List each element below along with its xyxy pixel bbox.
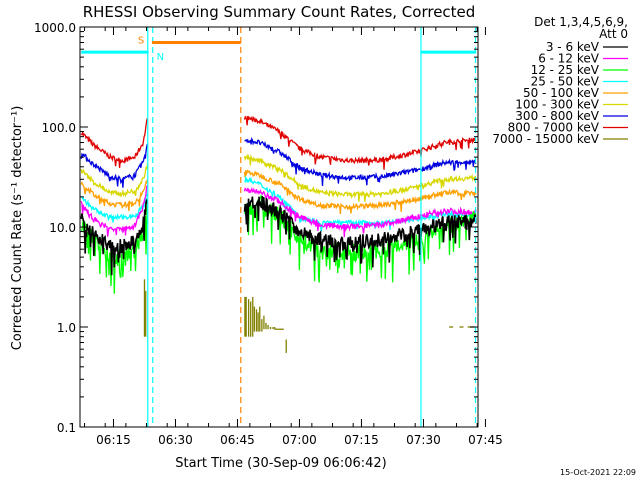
legend-label-1: 6 - 12 keV xyxy=(538,52,600,66)
x-tick-label-5: 07:30 xyxy=(406,433,441,447)
series-0-segment-1 xyxy=(80,198,149,276)
legend-label-8: 7000 - 15000 keV xyxy=(492,132,599,146)
legend-header-attenuator: Att 0 xyxy=(599,27,628,41)
y-tick-label-1: 1.0 xyxy=(57,321,76,335)
series-0-segment-2 xyxy=(243,196,477,268)
series-4-line xyxy=(80,169,477,214)
series-6-line xyxy=(80,136,477,188)
series-3-line xyxy=(80,175,477,232)
y-tick-label-0: 0.1 xyxy=(57,421,76,435)
series-6-segment-1 xyxy=(80,143,149,188)
legend-label-2: 12 - 25 keV xyxy=(531,63,600,77)
x-tick-label-4: 07:15 xyxy=(344,433,379,447)
series-5-segment-2 xyxy=(243,153,477,202)
y-tick-label-4: 1000.0 xyxy=(34,21,76,35)
legend-header-detectors: Det 1,3,4,5,6,9, xyxy=(534,15,628,29)
series-1-segment-2 xyxy=(243,186,477,238)
legend-label-6: 300 - 800 keV xyxy=(515,109,599,123)
series-1-line xyxy=(80,185,477,238)
x-axis-label: Start Time (30-Sep-09 06:06:42) xyxy=(175,456,386,471)
series-7-segment-1 xyxy=(80,118,149,168)
series-3-segment-1 xyxy=(80,193,149,223)
legend-label-3: 25 - 50 keV xyxy=(531,75,600,89)
chart-title: RHESSI Observing Summary Count Rates, Co… xyxy=(83,3,476,21)
series-2-segment-1 xyxy=(80,204,149,294)
legend-label-7: 800 - 7000 keV xyxy=(508,121,600,135)
x-tick-label-1: 06:30 xyxy=(158,433,193,447)
series-4-segment-1 xyxy=(80,179,149,212)
y-tick-label-2: 10.0 xyxy=(49,221,76,235)
legend-label-5: 100 - 300 keV xyxy=(515,98,599,112)
y-axis-label: Corrected Count Rate (s⁻¹ detector⁻¹) xyxy=(10,106,25,351)
flag-label-night: N xyxy=(157,52,164,63)
series-3-segment-2 xyxy=(243,175,477,232)
series-5-line xyxy=(80,153,477,202)
x-tick-label-0: 06:15 xyxy=(96,433,131,447)
flag-label-saa: S xyxy=(138,35,144,46)
x-tick-label-2: 06:45 xyxy=(220,433,255,447)
footer-timestamp: 15-Oct-2021 22:09 xyxy=(560,468,636,477)
series-8-spikes xyxy=(143,279,476,353)
legend-label-4: 50 - 100 keV xyxy=(523,86,600,100)
plot-area: SN xyxy=(80,27,477,427)
y-tick-label-3: 100.0 xyxy=(42,121,76,135)
series-1-segment-1 xyxy=(80,185,148,237)
x-tick-label-6: 07:45 xyxy=(468,433,503,447)
x-tick-label-3: 07:00 xyxy=(282,433,317,447)
series-5-segment-1 xyxy=(80,163,149,198)
series-7-segment-2 xyxy=(243,115,477,170)
legend-label-0: 3 - 6 keV xyxy=(546,40,600,54)
series-7-line xyxy=(80,115,477,170)
axes: 0.1 1.0 10.0 100.0 1000.0 06:15 06:30 06:45 07:0… xyxy=(34,21,503,447)
series-6-segment-2 xyxy=(244,136,477,187)
series-4-segment-2 xyxy=(243,169,477,214)
series-0-line xyxy=(80,196,477,276)
